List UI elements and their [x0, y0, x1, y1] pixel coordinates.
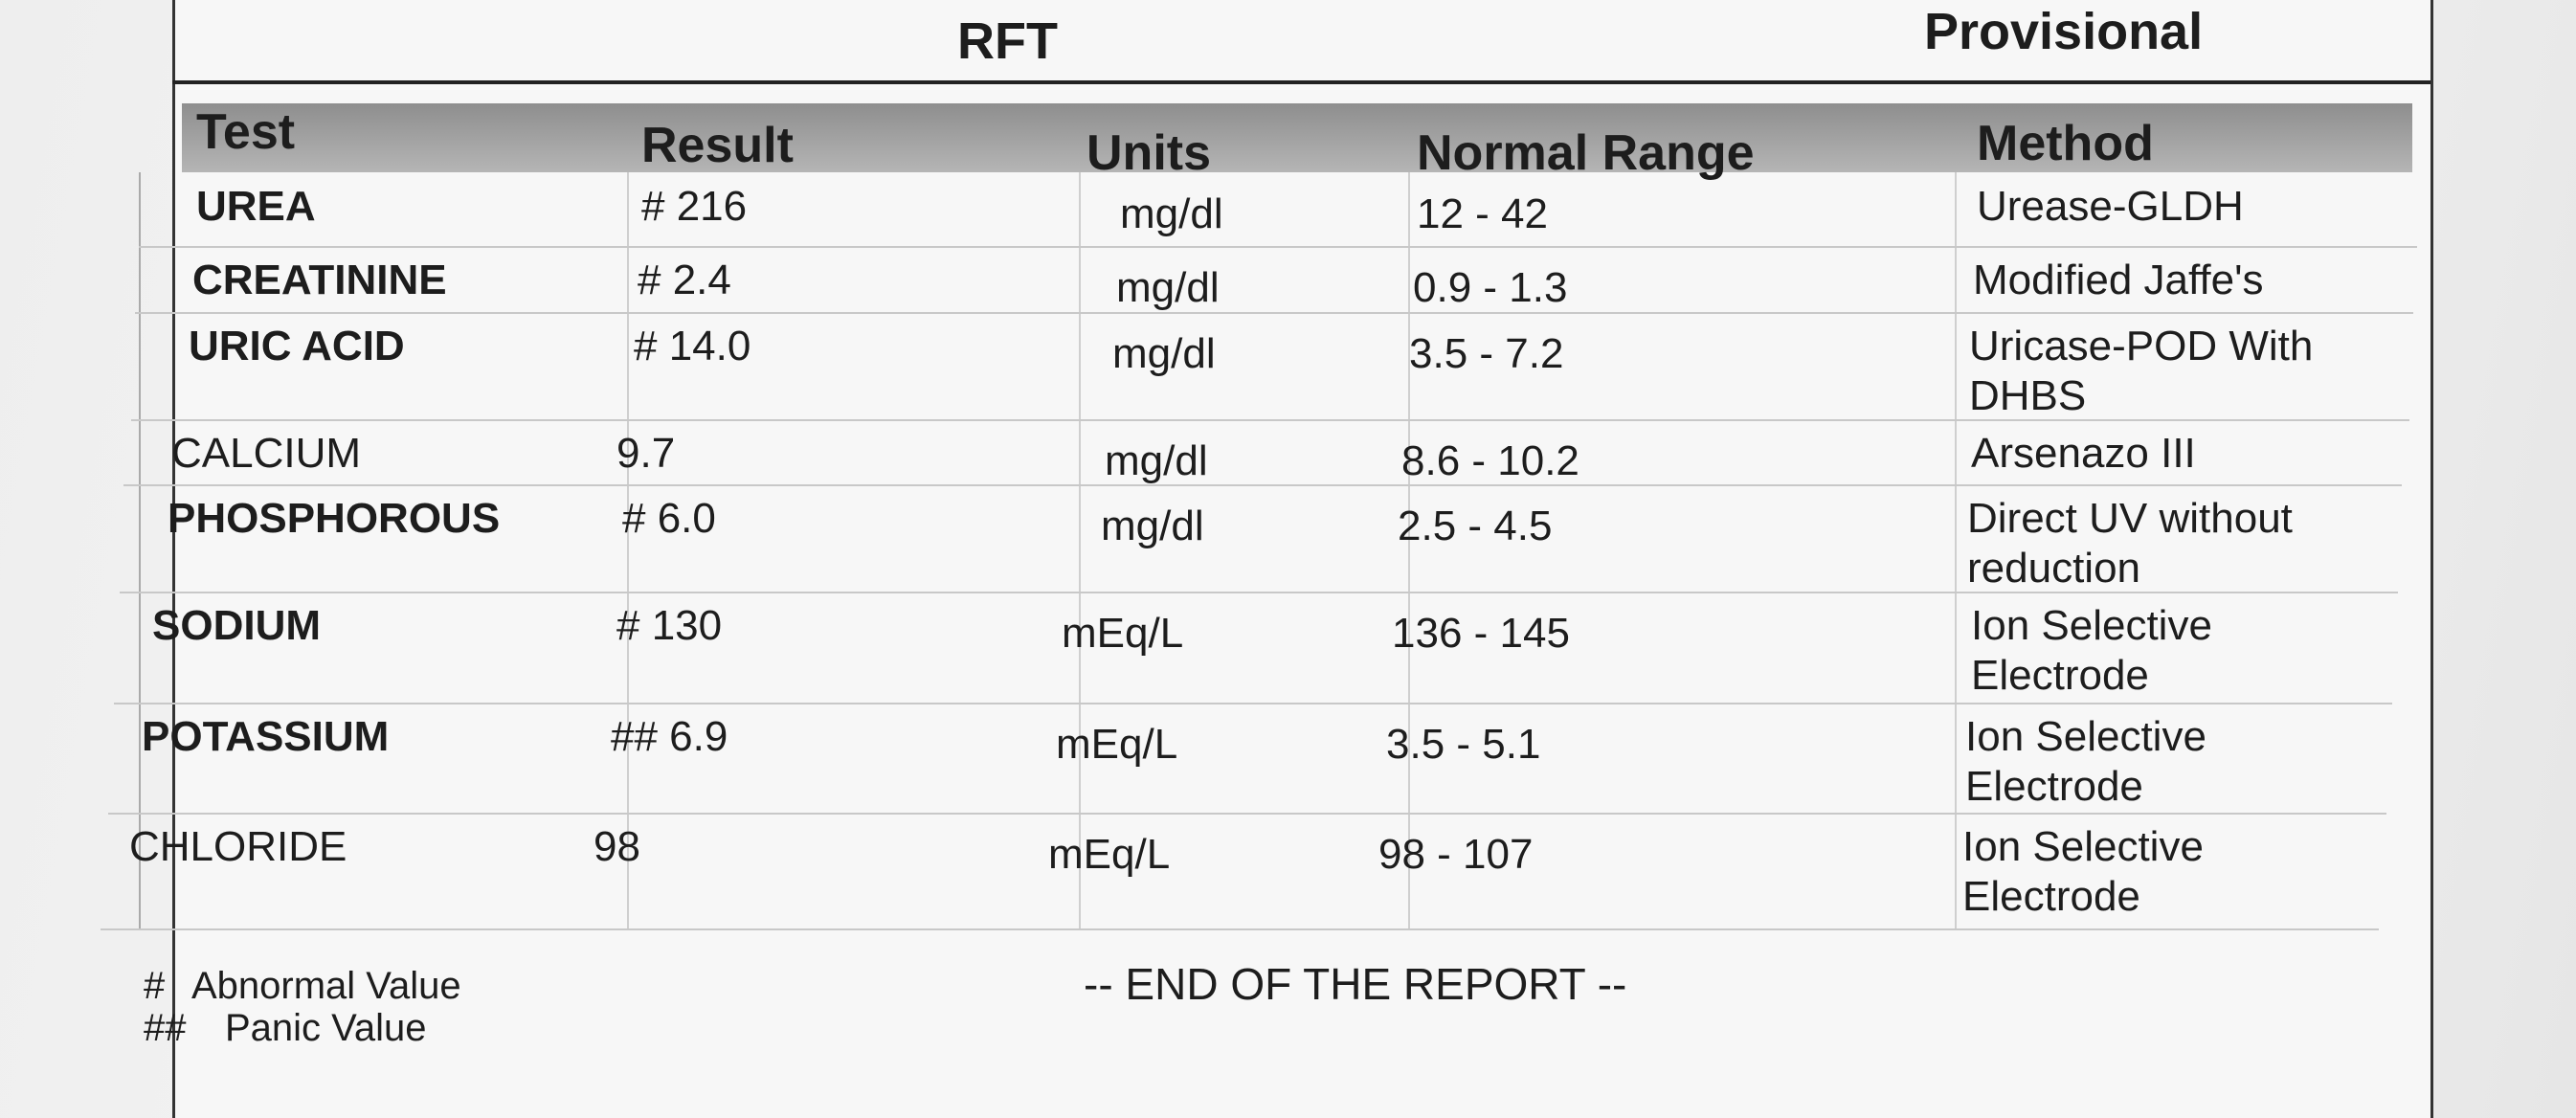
- test-name: PHOSPHOROUS: [168, 495, 501, 542]
- table-edge: [139, 172, 141, 928]
- column-rule: [627, 172, 629, 928]
- test-name: CALCIUM: [171, 430, 362, 477]
- normal-range: 8.6 - 10.2: [1401, 437, 1579, 484]
- method: Arsenazo III: [1971, 430, 2196, 477]
- row-rule: [108, 813, 2386, 815]
- report-title: RFT: [957, 12, 1058, 70]
- row-rule: [131, 419, 2409, 421]
- legend-label: Abnormal Value: [191, 965, 461, 1007]
- method: Urease-GLDH: [1977, 183, 2244, 230]
- units: mg/dl: [1120, 190, 1223, 237]
- units: mg/dl: [1112, 330, 1216, 377]
- normal-range: 136 - 145: [1392, 610, 1570, 657]
- column-header: Test: [196, 104, 296, 160]
- result: # 14.0: [634, 323, 751, 369]
- test-name: CREATININE: [192, 257, 447, 303]
- units: mg/dl: [1101, 503, 1204, 549]
- method: Ion Selective Electrode: [1965, 713, 2206, 810]
- row-rule: [120, 592, 2398, 593]
- units: mEq/L: [1056, 721, 1178, 768]
- row-rule: [101, 928, 2379, 930]
- result: 98: [594, 823, 640, 870]
- result: # 130: [616, 602, 723, 649]
- units: mg/dl: [1105, 437, 1208, 484]
- normal-range: 98 - 107: [1378, 831, 1534, 878]
- method: Direct UV without reduction: [1967, 495, 2293, 592]
- column-header: Method: [1977, 116, 2154, 171]
- normal-range: 3.5 - 7.2: [1409, 330, 1564, 377]
- test-name: URIC ACID: [189, 323, 405, 369]
- method: Uricase-POD With DHBS: [1969, 323, 2314, 419]
- result: ## 6.9: [611, 713, 728, 760]
- results-table: Test Result Units Normal Range Method UREA # 2…: [101, 103, 2422, 930]
- row-rule: [114, 703, 2392, 704]
- report-status: Provisional: [1924, 3, 2204, 60]
- test-name: CHLORIDE: [129, 823, 347, 870]
- legend-symbol: ##: [144, 1007, 187, 1049]
- table-header: [182, 103, 2412, 172]
- normal-range: 0.9 - 1.3: [1413, 264, 1568, 311]
- column-rule: [1408, 172, 1410, 928]
- column-header: Result: [641, 118, 794, 173]
- normal-range: 2.5 - 4.5: [1398, 503, 1553, 549]
- column-header: Units: [1086, 125, 1211, 181]
- column-rule: [1955, 172, 1957, 928]
- units: mEq/L: [1062, 610, 1184, 657]
- units: mg/dl: [1116, 264, 1220, 311]
- row-rule: [123, 484, 2402, 486]
- row-rule: [139, 246, 2417, 248]
- report-footer: -- END OF THE REPORT --: [1084, 959, 1627, 1009]
- normal-range: 3.5 - 5.1: [1386, 721, 1541, 768]
- units: mEq/L: [1048, 831, 1171, 878]
- column-header: Normal Range: [1417, 125, 1755, 181]
- test-name: UREA: [196, 183, 316, 230]
- legend-symbol: #: [144, 965, 166, 1007]
- result: 9.7: [616, 430, 676, 477]
- column-rule: [1079, 172, 1081, 928]
- result: # 216: [641, 183, 748, 230]
- rule: [172, 80, 2430, 84]
- result: # 6.0: [622, 495, 716, 542]
- result: # 2.4: [638, 257, 731, 303]
- legend-label: Panic Value: [225, 1007, 427, 1049]
- row-rule: [135, 312, 2413, 314]
- method: Ion Selective Electrode: [1962, 823, 2204, 920]
- page: [172, 0, 2433, 1118]
- test-name: SODIUM: [152, 602, 321, 649]
- normal-range: 12 - 42: [1417, 190, 1548, 237]
- method: Modified Jaffe's: [1973, 257, 2264, 303]
- test-name: POTASSIUM: [142, 713, 390, 760]
- method: Ion Selective Electrode: [1971, 602, 2212, 699]
